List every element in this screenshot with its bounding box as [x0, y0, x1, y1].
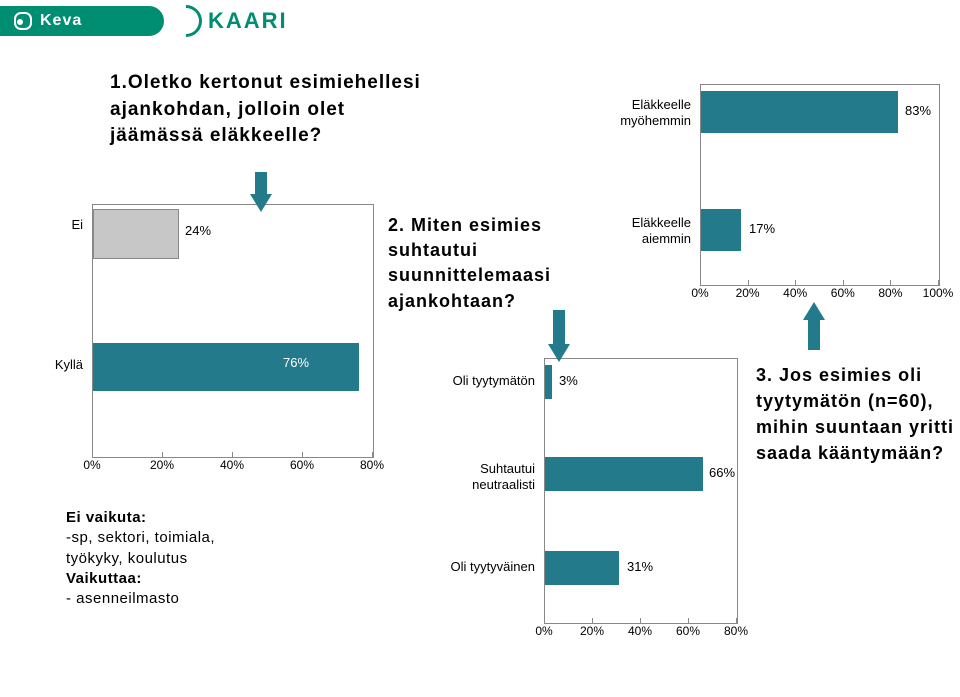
q2-chart: Oli tyytymätön 3% Suhtautuineutraalisti … — [544, 358, 736, 640]
q2-tick-3: 60% — [676, 624, 700, 638]
q2-val-1: 66% — [709, 465, 735, 480]
notes-line5: - asenneilmasto — [66, 589, 215, 609]
kaari-arc-icon — [163, 0, 208, 44]
slide-header: Keva KAARI — [0, 0, 960, 44]
q2-bar-1 — [545, 457, 703, 491]
notes-line1: Ei vaikuta: — [66, 509, 147, 526]
keva-logo-text: Keva — [40, 12, 82, 30]
q3-bar-0 — [701, 91, 898, 133]
q2-bar-2 — [545, 551, 619, 585]
q3-tick-1: 20% — [736, 286, 760, 300]
q1-val-ei: 24% — [185, 223, 211, 238]
q1-title: 1.Oletko kertonut esimiehellesi ajankohd… — [110, 70, 440, 150]
q1-tick-3: 60% — [290, 458, 314, 472]
notes-line2: -sp, sektori, toimiala, — [66, 528, 215, 548]
q2-cat-0: Oli tyytymätön — [453, 373, 545, 388]
q3-tick-4: 80% — [878, 286, 902, 300]
q1-bar-kylla — [93, 343, 359, 391]
q3-tick-2: 40% — [783, 286, 807, 300]
q3-title: 3. Jos esimies oli tyytymätön (n=60), mi… — [756, 362, 956, 466]
q2-tick-0: 0% — [535, 624, 552, 638]
kaari-logo: KAARI — [170, 6, 340, 36]
keva-logo-icon — [14, 12, 32, 30]
q3-tick-5: 100% — [923, 286, 954, 300]
notes-line3: työkyky, koulutus — [66, 549, 215, 569]
q1-tick-0: 0% — [83, 458, 100, 472]
q2-tick-4: 80% — [724, 624, 748, 638]
q3-tick-0: 0% — [691, 286, 708, 300]
q1-cat-ei: Ei — [71, 217, 93, 232]
q3-cat-0: Eläkkeellemyöhemmin — [620, 97, 701, 128]
notes-line4: Vaikuttaa: — [66, 570, 142, 587]
q2-val-0: 3% — [559, 373, 578, 388]
q3-cat-0-text: Eläkkeellemyöhemmin — [620, 97, 691, 128]
q2-tick-1: 20% — [580, 624, 604, 638]
q1-tick-4: 80% — [360, 458, 384, 472]
q1-tick-2: 40% — [220, 458, 244, 472]
q2-title: 2. Miten esimies suhtautui suunnittelema… — [388, 213, 628, 314]
q2-cat-1: Suhtautuineutraalisti — [472, 461, 545, 492]
q2-tick-2: 40% — [628, 624, 652, 638]
q1-bar-ei — [93, 209, 179, 259]
q2-bar-0 — [545, 365, 552, 399]
q2-cat-1-text: Suhtautuineutraalisti — [472, 461, 535, 492]
q3-val-1: 17% — [749, 221, 775, 236]
q3-tick-3: 60% — [831, 286, 855, 300]
q3-cat-1-text: Eläkkeelleaiemmin — [632, 215, 691, 246]
q3-bar-1 — [701, 209, 741, 251]
q1-val-kylla: 76% — [283, 355, 309, 370]
q3-chart: Eläkkeellemyöhemmin 83% Eläkkeelleaiemmi… — [700, 84, 938, 302]
notes-block: Ei vaikuta: -sp, sektori, toimiala, työk… — [66, 508, 215, 609]
keva-logo: Keva — [0, 6, 164, 36]
q2-val-2: 31% — [627, 559, 653, 574]
kaari-logo-text: KAARI — [208, 8, 288, 34]
q1-chart: Ei 24% Kyllä 76% 0% 20% 40% 60% 80% — [92, 204, 372, 474]
q3-cat-1: Eläkkeelleaiemmin — [632, 215, 701, 246]
q1-tick-1: 20% — [150, 458, 174, 472]
q3-val-0: 83% — [905, 103, 931, 118]
q1-cat-kylla: Kyllä — [55, 357, 93, 372]
q2-cat-2: Oli tyytyväinen — [450, 559, 545, 574]
